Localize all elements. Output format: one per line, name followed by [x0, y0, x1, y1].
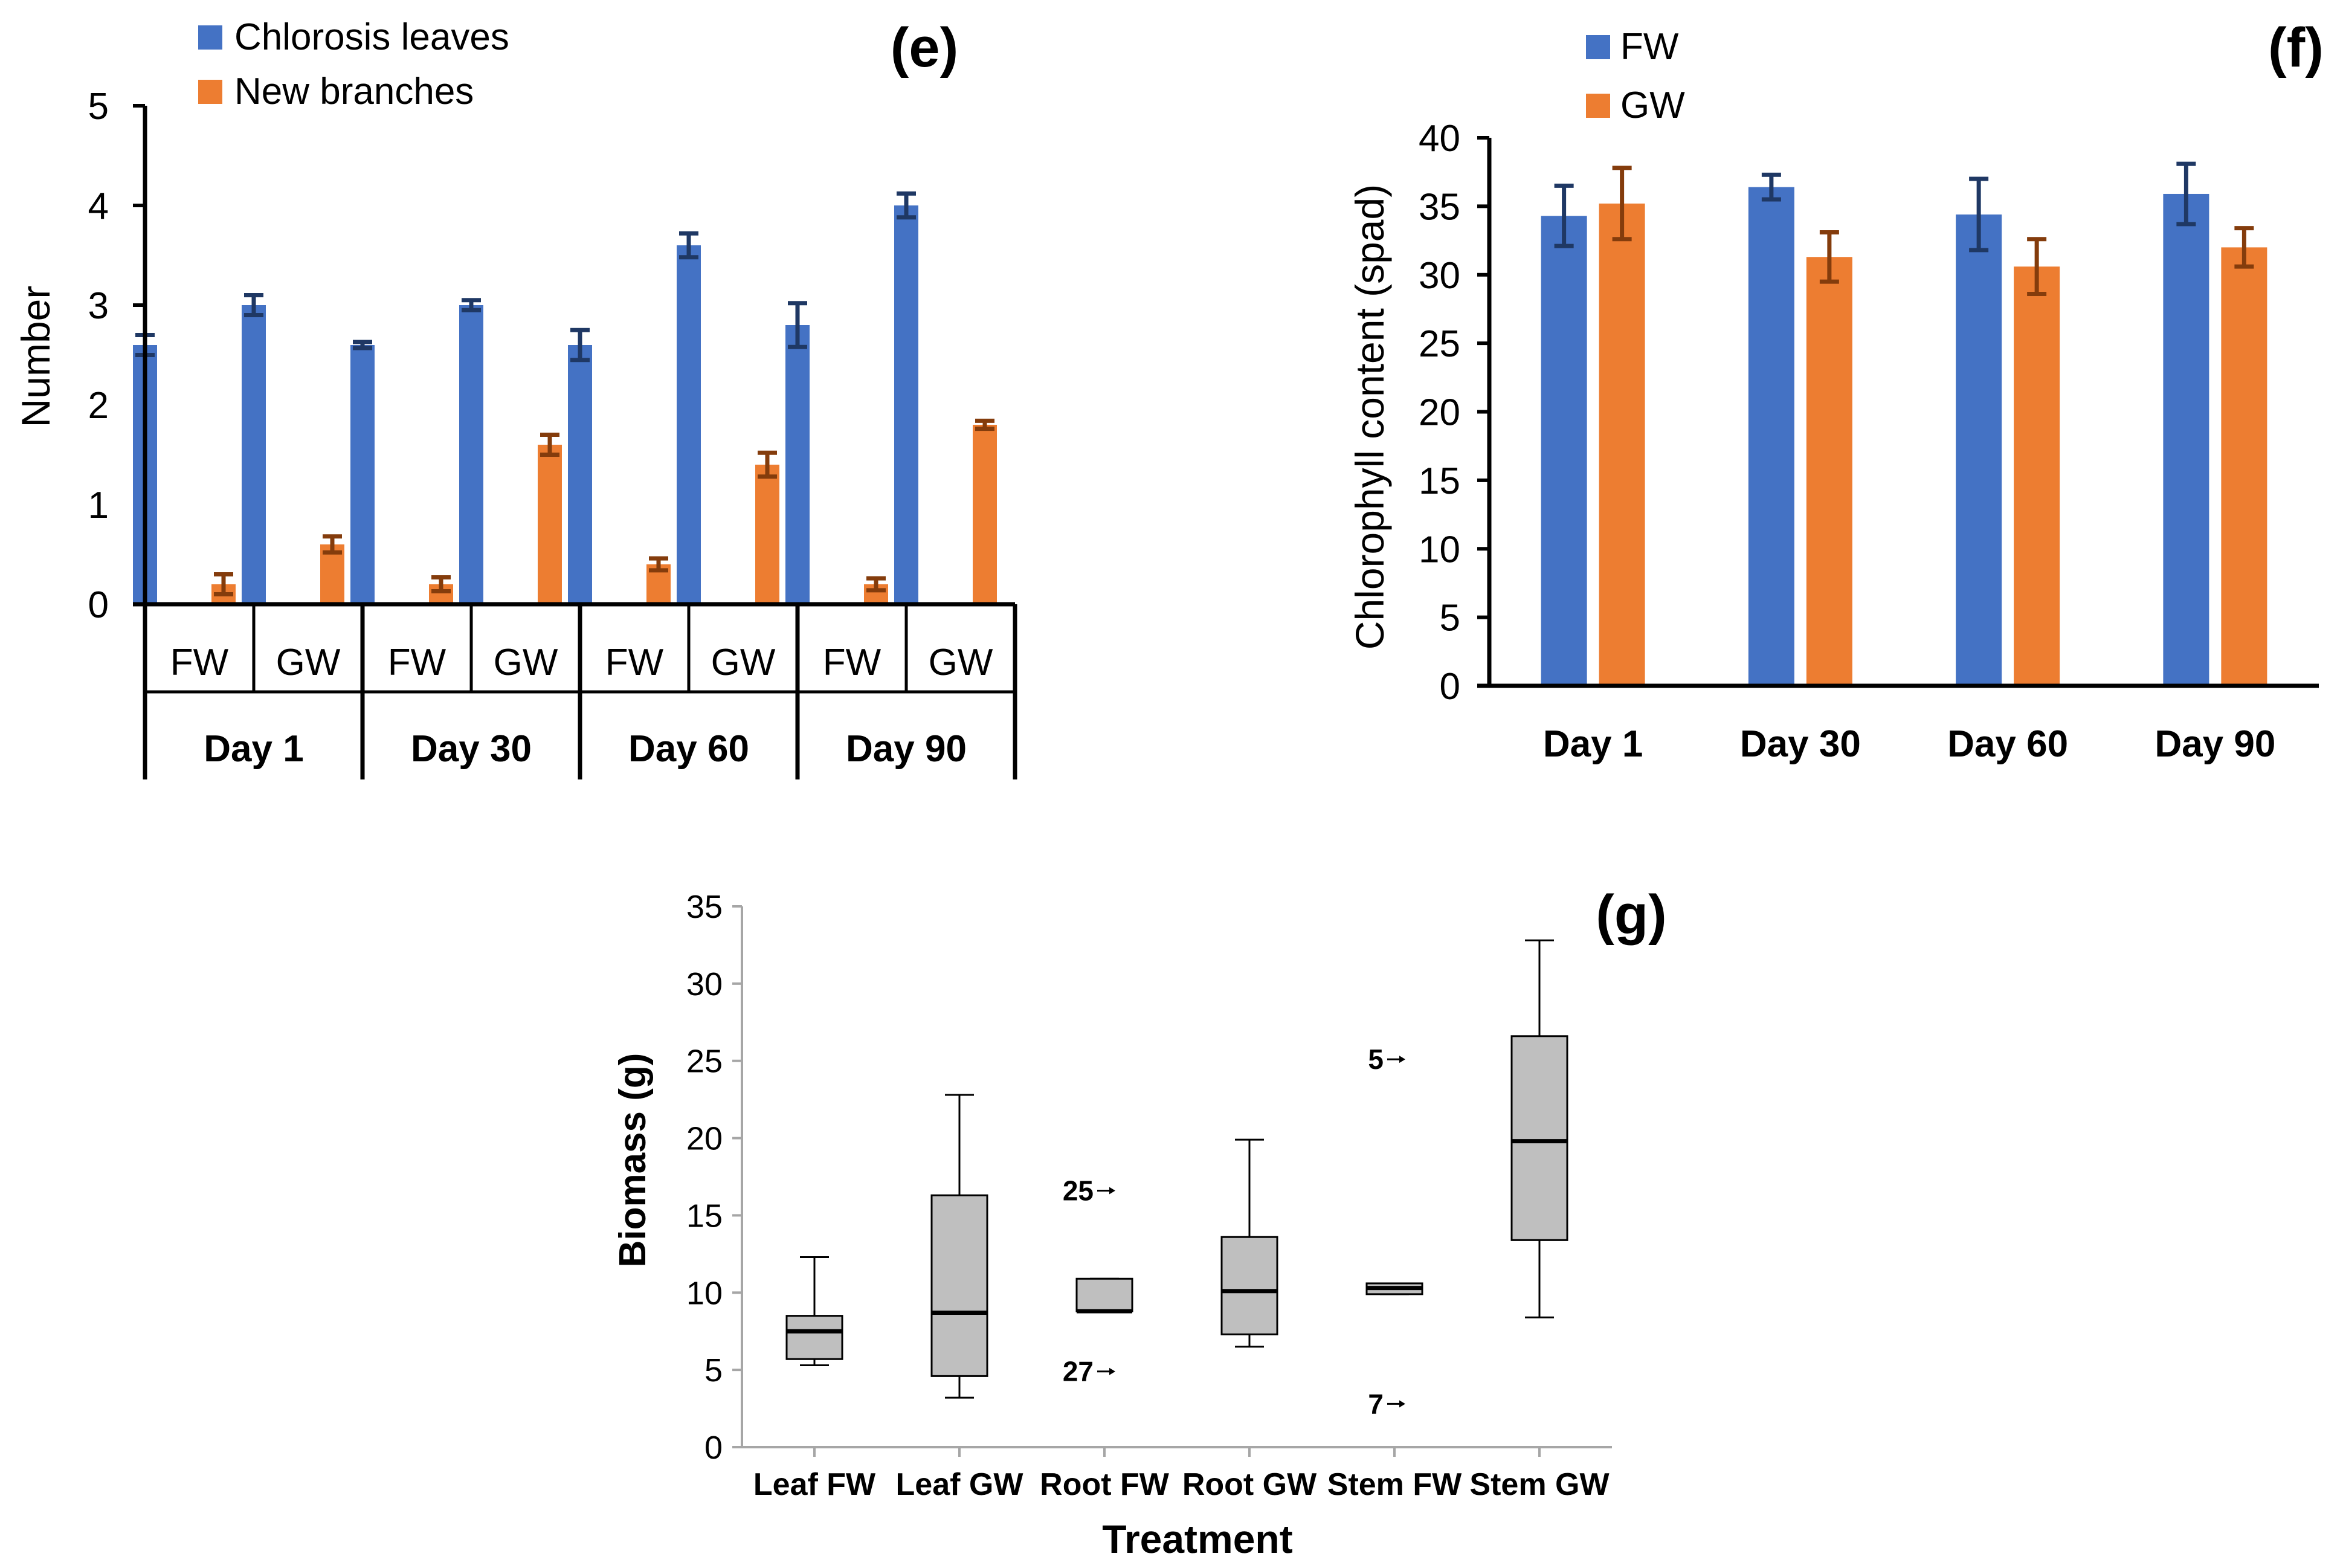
legend-swatch-chlorosis	[198, 25, 222, 50]
g-outlier-arrowhead	[1399, 1056, 1405, 1063]
g-x-category-label: Leaf GW	[896, 1467, 1024, 1502]
g-outlier-label: 25	[1063, 1175, 1094, 1207]
e-y-tick-label: 3	[88, 285, 109, 327]
e-x-group-label: Day 90	[846, 728, 967, 770]
f-bar-fw	[1748, 187, 1794, 686]
g-x-category-label: Leaf FW	[753, 1467, 876, 1502]
g-y-tick-label: 25	[686, 1044, 723, 1080]
f-y-tick-label: 35	[1419, 186, 1460, 228]
e-bar-chlorosis	[242, 305, 266, 604]
g-x-category-label: Root FW	[1040, 1467, 1170, 1502]
g-outlier-arrowhead	[1109, 1187, 1115, 1195]
g-y-tick-label: 10	[686, 1275, 723, 1311]
panel-f-label: (f)	[2268, 17, 2324, 79]
e-y-tick-label: 0	[88, 584, 109, 626]
e-x-group-label: Day 1	[204, 728, 303, 770]
e-bar-chlorosis	[677, 245, 701, 604]
panel-g-y-axis-title: Biomass (g)	[612, 1053, 654, 1268]
e-y-tick-label: 5	[88, 86, 109, 127]
panel-g-x-axis-title: Treatment	[1102, 1517, 1292, 1561]
g-outlier-label: 7	[1368, 1388, 1384, 1419]
panel-f-y-axis-title: Chlorophyll content (spad)	[1347, 184, 1392, 650]
g-y-tick-label: 5	[704, 1352, 723, 1389]
f-y-tick-label: 5	[1440, 598, 1460, 639]
panel-e-label: (e)	[891, 17, 958, 79]
e-bar-chlorosis	[785, 325, 810, 604]
g-y-tick-label: 35	[686, 889, 723, 925]
f-bar-gw	[2221, 247, 2267, 686]
f-bar-gw	[1806, 257, 1852, 686]
panel-f-chart: (f) FW GW Chlorophyll content (spad) 0 5 1…	[1347, 17, 2324, 765]
f-y-tick-label: 0	[1440, 666, 1460, 708]
g-outlier-arrowhead	[1109, 1367, 1115, 1375]
panel-e-chart: (e) Chlorosis leaves New branches Number…	[13, 16, 1017, 779]
e-bar-branches	[538, 445, 562, 604]
panel-e-y-axis-title: Number	[13, 286, 58, 428]
f-bar-fw	[1956, 214, 2002, 686]
e-x-group-label: Day 60	[628, 728, 749, 770]
e-x-category-label: GW	[929, 642, 993, 683]
e-x-category-label: FW	[170, 642, 229, 683]
legend-swatch-gw	[1586, 94, 1610, 118]
e-x-category-label: FW	[823, 642, 881, 683]
e-bar-branches	[755, 465, 779, 604]
e-x-category-label: FW	[388, 642, 446, 683]
f-y-tick-label: 25	[1419, 323, 1460, 365]
panel-g-chart: (g) Biomass (g) Treatment 0 5 10 15 20 25 30 35…	[612, 884, 1667, 1561]
f-x-category-label: Day 30	[1740, 723, 1861, 765]
g-y-tick-label: 15	[686, 1198, 723, 1234]
e-x-group-label: Day 30	[411, 728, 532, 770]
e-bar-branches	[973, 425, 997, 604]
f-y-tick-label: 10	[1419, 529, 1460, 570]
legend-swatch-new-branches	[198, 80, 222, 104]
g-y-tick-label: 30	[686, 966, 723, 1002]
f-y-tick-label: 15	[1419, 460, 1460, 502]
f-y-tick-label: 40	[1419, 118, 1460, 160]
g-box	[1510, 1035, 1568, 1241]
f-bar-gw	[1599, 203, 1645, 686]
e-bar-chlorosis	[459, 305, 483, 604]
e-bar-chlorosis	[894, 205, 918, 604]
legend-label-chlorosis: Chlorosis leaves	[234, 16, 509, 58]
g-x-category-label: Root GW	[1182, 1467, 1317, 1502]
e-bar-chlorosis	[350, 345, 375, 604]
f-bar-gw	[2014, 266, 2060, 686]
g-box	[1075, 1277, 1133, 1312]
legend-swatch-fw	[1586, 35, 1610, 59]
g-box	[930, 1194, 988, 1377]
f-x-category-label: Day 90	[2154, 723, 2275, 765]
e-y-tick-label: 2	[88, 385, 109, 427]
legend-label-new-branches: New branches	[234, 71, 474, 112]
f-bar-fw	[1541, 216, 1587, 686]
g-outlier-label: 5	[1368, 1044, 1384, 1075]
e-x-category-label: GW	[711, 642, 776, 683]
g-x-category-label: Stem FW	[1327, 1467, 1462, 1502]
e-bar-chlorosis	[568, 345, 592, 604]
e-y-tick-label: 1	[88, 485, 109, 526]
f-x-category-label: Day 60	[1947, 723, 2068, 765]
f-x-category-label: Day 1	[1543, 723, 1643, 765]
f-y-tick-label: 30	[1419, 255, 1460, 297]
g-outlier-label: 27	[1063, 1356, 1094, 1387]
f-bar-fw	[2163, 193, 2209, 686]
panel-g-label: (g)	[1596, 884, 1666, 946]
f-y-tick-label: 20	[1419, 392, 1460, 434]
g-x-category-label: Stem GW	[1469, 1467, 1610, 1502]
legend-label-gw: GW	[1620, 85, 1685, 126]
g-y-tick-label: 0	[704, 1430, 723, 1466]
e-y-tick-label: 4	[88, 186, 109, 227]
e-x-category-label: GW	[494, 642, 558, 683]
g-outlier-arrowhead	[1399, 1400, 1405, 1408]
legend-label-fw: FW	[1620, 26, 1679, 68]
g-y-tick-label: 20	[686, 1121, 723, 1157]
g-box	[785, 1315, 843, 1360]
e-x-category-label: GW	[276, 642, 341, 683]
e-x-category-label: FW	[605, 642, 664, 683]
g-box	[1220, 1236, 1278, 1335]
